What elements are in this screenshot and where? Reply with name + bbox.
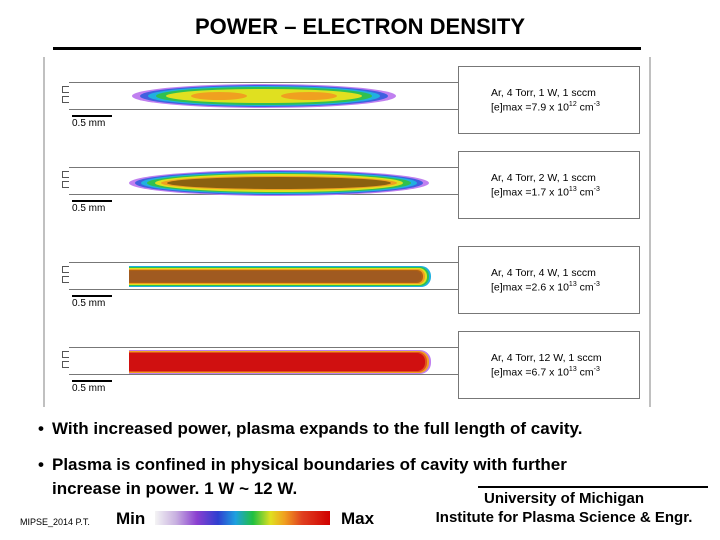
density-panel-3: 0.5 mm Ar, 4 Torr, 4 W, 1 sccm [e]max =2… — [49, 240, 649, 318]
colorbar-min-label: Min — [116, 509, 146, 528]
conditions-box: Ar, 4 Torr, 2 W, 1 sccm [e]max =1.7 x 10… — [458, 151, 640, 219]
scale-bar: 0.5 mm — [72, 380, 142, 394]
density-panel-4: 0.5 mm Ar, 4 Torr, 12 W, 1 sccm [e]max =… — [49, 325, 649, 403]
plasma-density-contour — [132, 84, 396, 108]
bullet-dot-icon: • — [38, 419, 44, 438]
scale-bar: 0.5 mm — [72, 295, 142, 309]
density-panel-1: 0.5 mm Ar, 4 Torr, 1 W, 1 sccm [e]max =7… — [49, 60, 649, 138]
electrode-marks — [62, 266, 70, 286]
electrode-marks — [62, 86, 70, 106]
org-rule — [478, 486, 708, 488]
bullet-1: • With increased power, plasma expands to… — [38, 419, 583, 438]
density-max-text: [e]max =6.7 x 1013 cm-3 — [491, 366, 600, 379]
plasma-density-contour — [129, 350, 431, 374]
figure-frame — [43, 57, 651, 407]
plasma-density-contour — [129, 170, 429, 196]
conditions-text: Ar, 4 Torr, 1 W, 1 sccm — [491, 87, 596, 99]
scale-bar: 0.5 mm — [72, 115, 142, 129]
electrode-marks — [62, 171, 70, 191]
density-max-text: [e]max =2.6 x 1013 cm-3 — [491, 281, 600, 294]
colorbar — [155, 511, 330, 525]
conditions-text: Ar, 4 Torr, 2 W, 1 sccm — [491, 172, 596, 184]
bullet-2-continued: increase in power. 1 W ~ 12 W. — [52, 479, 298, 498]
conditions-text: Ar, 4 Torr, 12 W, 1 sccm — [491, 352, 602, 364]
plasma-density-contour — [129, 266, 431, 287]
title-underline — [53, 47, 641, 50]
bullet-2: • Plasma is confined in physical boundari… — [38, 455, 567, 474]
density-panel-2: 0.5 mm Ar, 4 Torr, 2 W, 1 sccm [e]max =1… — [49, 145, 649, 223]
conditions-box: Ar, 4 Torr, 4 W, 1 sccm [e]max =2.6 x 10… — [458, 246, 640, 314]
density-max-text: [e]max =1.7 x 1013 cm-3 — [491, 186, 600, 199]
colorbar-max-label: Max — [341, 509, 375, 528]
footer-id: MIPSE_2014 P.T. — [20, 517, 90, 527]
organization-label: University of Michigan Institute for Pla… — [435, 490, 693, 526]
bullet-dot-icon: • — [38, 455, 44, 474]
conditions-box: Ar, 4 Torr, 1 W, 1 sccm [e]max =7.9 x 10… — [458, 66, 640, 134]
scale-bar: 0.5 mm — [72, 200, 142, 214]
conditions-text: Ar, 4 Torr, 4 W, 1 sccm — [491, 267, 596, 279]
density-max-text: [e]max =7.9 x 1012 cm-3 — [491, 101, 600, 114]
electrode-marks — [62, 351, 70, 371]
slide-title: POWER – ELECTRON DENSITY — [194, 14, 526, 39]
conditions-box: Ar, 4 Torr, 12 W, 1 sccm [e]max =6.7 x 1… — [458, 331, 640, 399]
